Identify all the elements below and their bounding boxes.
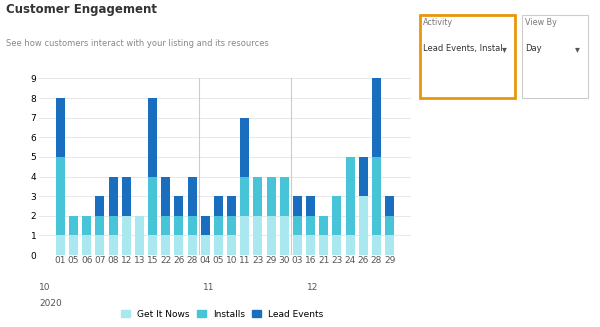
Bar bbox=[293, 196, 302, 216]
Text: Activity: Activity bbox=[423, 18, 453, 27]
Bar bbox=[201, 216, 210, 235]
Bar bbox=[214, 235, 223, 255]
Text: 12: 12 bbox=[307, 283, 318, 292]
Text: Customer Engagement: Customer Engagement bbox=[6, 3, 157, 16]
Bar bbox=[385, 216, 394, 235]
Text: 10: 10 bbox=[39, 283, 50, 292]
Bar bbox=[95, 216, 104, 235]
Bar bbox=[293, 235, 302, 255]
Bar bbox=[385, 196, 394, 216]
Bar bbox=[372, 235, 381, 255]
Bar bbox=[175, 216, 184, 235]
Bar bbox=[109, 216, 118, 235]
Bar bbox=[175, 235, 184, 255]
Bar bbox=[148, 98, 157, 177]
Bar bbox=[306, 235, 315, 255]
Bar bbox=[266, 216, 275, 255]
Bar bbox=[253, 216, 262, 255]
Bar bbox=[122, 177, 131, 216]
Bar bbox=[319, 235, 328, 255]
Bar bbox=[201, 235, 210, 255]
Bar bbox=[240, 177, 249, 216]
Legend: Get It Nows, Installs, Lead Events: Get It Nows, Installs, Lead Events bbox=[117, 306, 327, 322]
Bar bbox=[95, 235, 104, 255]
Text: View By: View By bbox=[525, 18, 557, 27]
Bar bbox=[240, 216, 249, 255]
Bar bbox=[69, 216, 78, 235]
Bar bbox=[188, 216, 197, 235]
Bar bbox=[109, 235, 118, 255]
Bar bbox=[161, 235, 170, 255]
Bar bbox=[359, 157, 368, 196]
Bar bbox=[280, 177, 289, 216]
Text: 11: 11 bbox=[203, 283, 214, 292]
Text: 2020: 2020 bbox=[39, 299, 62, 308]
Text: ▾: ▾ bbox=[575, 44, 580, 54]
Text: ▾: ▾ bbox=[502, 44, 506, 54]
Bar bbox=[188, 177, 197, 216]
Bar bbox=[122, 216, 131, 255]
Bar bbox=[214, 196, 223, 216]
Bar bbox=[161, 177, 170, 216]
Bar bbox=[227, 196, 236, 216]
Bar bbox=[240, 118, 249, 177]
Bar bbox=[253, 177, 262, 216]
Bar bbox=[346, 235, 355, 255]
Bar bbox=[56, 235, 65, 255]
Bar bbox=[359, 196, 368, 255]
Bar bbox=[69, 235, 78, 255]
Bar bbox=[332, 196, 341, 235]
Bar bbox=[82, 235, 91, 255]
Bar bbox=[346, 157, 355, 235]
Text: Lead Events, Instal: Lead Events, Instal bbox=[423, 44, 503, 53]
Bar bbox=[385, 235, 394, 255]
Bar bbox=[372, 78, 381, 157]
Bar bbox=[188, 235, 197, 255]
Bar bbox=[175, 196, 184, 216]
Bar bbox=[214, 216, 223, 235]
Bar bbox=[319, 216, 328, 235]
Bar bbox=[56, 98, 65, 157]
Bar bbox=[82, 216, 91, 235]
Bar bbox=[109, 177, 118, 216]
Bar bbox=[227, 235, 236, 255]
Bar bbox=[95, 196, 104, 216]
Bar bbox=[332, 235, 341, 255]
Bar bbox=[56, 157, 65, 235]
Bar bbox=[148, 235, 157, 255]
Bar bbox=[148, 177, 157, 235]
Text: See how customers interact with your listing and its resources: See how customers interact with your lis… bbox=[6, 39, 269, 48]
Text: Day: Day bbox=[525, 44, 542, 53]
Bar bbox=[293, 216, 302, 235]
Bar bbox=[135, 216, 144, 255]
Bar bbox=[306, 196, 315, 216]
Bar bbox=[266, 177, 275, 216]
Bar bbox=[227, 216, 236, 235]
Bar bbox=[161, 216, 170, 235]
Bar bbox=[372, 157, 381, 235]
Bar bbox=[280, 216, 289, 255]
Bar bbox=[306, 216, 315, 235]
